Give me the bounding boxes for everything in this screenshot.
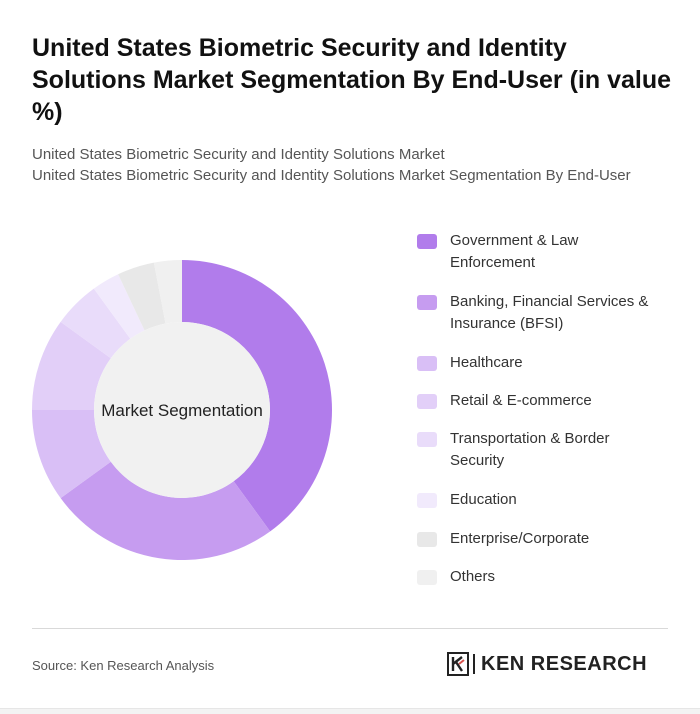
donut-center <box>94 322 270 498</box>
legend-item: Government & Law Enforcement <box>417 230 665 274</box>
legend-label: Enterprise/Corporate <box>450 530 590 547</box>
legend-swatch <box>417 394 437 409</box>
legend-swatch <box>417 234 437 249</box>
legend-swatch <box>417 570 437 585</box>
legend-label: Banking, Financial Services & Insurance … <box>450 293 649 332</box>
legend-item: Others <box>417 566 665 588</box>
chart-title: United States Biometric Security and Ide… <box>32 34 672 126</box>
legend-item: Enterprise/Corporate <box>417 528 665 550</box>
legend-swatch <box>417 532 437 547</box>
legend-swatch <box>417 356 437 371</box>
legend-swatch <box>417 493 437 508</box>
donut-slice-2 <box>60 461 271 560</box>
legend-label: Healthcare <box>450 354 523 371</box>
donut-slice-3 <box>32 410 111 499</box>
subtitle-segmentation: United States Biometric Security and Ide… <box>32 167 631 184</box>
legend-label: Others <box>450 568 496 585</box>
donut-slice-6 <box>93 274 145 339</box>
donut-slice-5 <box>60 288 131 359</box>
donut-slice-4 <box>32 321 111 410</box>
subtitle-market: United States Biometric Security and Ide… <box>32 146 445 163</box>
footer-divider <box>32 628 668 629</box>
legend-swatch <box>417 295 437 310</box>
donut-slice-8 <box>153 260 182 324</box>
k-logo-icon <box>447 652 469 676</box>
legend-label: Education <box>450 491 517 508</box>
source-note: Source: Ken Research Analysis <box>32 658 215 673</box>
legend-item: Banking, Financial Services & Insurance … <box>417 291 665 335</box>
donut-chart: Market Segmentation <box>32 260 332 560</box>
legend-item: Transportation & Border Security <box>417 428 665 472</box>
donut-slice-7 <box>118 262 166 331</box>
legend-label: Transportation & Border Security <box>450 430 610 469</box>
logo-separator <box>473 654 475 674</box>
ken-research-logo: KEN RESEARCH <box>447 652 647 676</box>
legend-item: Healthcare <box>417 352 665 374</box>
legend-label: Government & Law Enforcement <box>450 232 579 271</box>
logo-brand-text: KEN RESEARCH <box>481 652 648 675</box>
legend-label: Retail & E-commerce <box>450 392 592 409</box>
donut-slice-1 <box>182 260 332 532</box>
legend-swatch <box>417 432 437 447</box>
legend-item: Education <box>417 489 665 511</box>
legend-item: Retail & E-commerce <box>417 390 665 412</box>
center-label: Market Segmentation <box>101 401 263 420</box>
